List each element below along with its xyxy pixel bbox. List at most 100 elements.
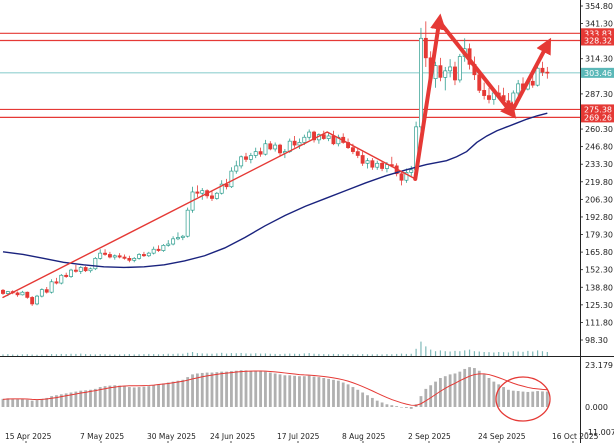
macd-bar [307,375,311,407]
macd-bar [443,376,447,407]
candle-body [399,173,404,181]
macd-bar [89,389,92,407]
volume-bar [410,353,412,356]
candle-body [93,258,98,270]
macd-bar [191,374,194,407]
volume-bar [464,350,466,356]
macd-bar [259,371,262,407]
volume-bar [396,353,398,356]
volume-bar [323,354,325,356]
volume-bar [123,354,126,356]
volume-bar [99,354,101,356]
volume-bar [51,354,53,356]
volume-bar [148,353,150,356]
candle-body [185,209,190,237]
macd-bar [361,392,365,407]
y-tick-label: 138.80 [585,283,613,292]
volume-bar [201,353,203,356]
macd-bar [123,386,126,407]
macd-bar [312,376,316,407]
candle-body [244,156,248,160]
macd-bar [239,370,243,407]
x-tick-label: 24 Sep 2025 [478,432,526,441]
volume-bar [347,354,349,356]
volume-bar [221,352,223,356]
macd-bar [511,390,515,407]
candle-body [404,172,409,181]
volume-bar [12,354,14,356]
volume-bar [138,354,140,356]
candle-body [35,295,39,305]
volume-bar [546,352,548,356]
macd-bar [200,372,204,407]
candle-body [39,289,44,297]
volume-bar [308,353,310,356]
volume-bar [289,353,291,356]
macd-bar [64,393,68,407]
volume-bar [162,354,164,356]
candle-body [15,292,20,296]
volume-bar [425,346,427,356]
candle-body [20,291,25,296]
macd-tick-label: 23.179 [585,361,613,370]
candle-body [166,243,171,246]
volume-bar [532,351,534,356]
candle-body [64,274,69,277]
candle-body [122,256,127,259]
macd-bar [327,378,331,407]
candle-body [443,70,448,78]
macd-bar [98,387,102,407]
volume-bar [454,350,456,356]
macd-bar [25,399,29,407]
macd-tick-label: 0.000 [585,403,608,412]
y-tick-label: 341.30 [585,20,613,29]
price-label-box [581,28,614,39]
volume-bar [206,353,208,356]
volume-bar [216,353,218,356]
macd-bar [541,391,544,407]
candle-body [302,136,307,143]
candle-body [30,297,35,305]
macd-bar [497,384,501,407]
trend-arrow [413,13,446,181]
volume-bar [473,351,476,356]
macd-bar [1,398,5,407]
candle-body [370,160,375,168]
candle-body [25,291,30,298]
macd-bar [502,387,505,407]
macd-bar [468,367,471,407]
volume-bar [303,353,305,356]
trend-arrow [509,37,552,115]
volume-bar [405,353,407,356]
macd-bar [16,399,19,407]
volume-bar [541,351,544,356]
candle-body [59,274,64,284]
macd-bar [176,380,180,407]
volume-bar [420,341,422,356]
y-tick-label: 314.30 [585,55,613,64]
candle-body [253,151,258,156]
candle-body [44,289,49,293]
candle-body [453,66,457,81]
price-label-text: 303.46 [584,69,612,78]
y-tick-label: 233.30 [585,160,613,169]
candle-body [171,238,176,245]
macd-bar [147,386,151,407]
candle-body [545,71,550,74]
macd-bar [356,389,360,407]
macd-bar [516,391,520,407]
candle-body [239,156,244,167]
macd-bar [283,375,287,407]
x-tick-label: 2 Sep 2025 [408,432,451,441]
macd-bar [298,376,301,407]
volume-bar [41,354,43,356]
volume-bar [153,354,155,356]
macd-bar [84,390,88,407]
price-label-text: 275.38 [584,105,612,114]
candle-body [506,100,511,106]
volume-bar [488,352,490,356]
candle-body [141,254,146,257]
volume-bar [502,352,505,356]
volume-bar [342,354,344,356]
